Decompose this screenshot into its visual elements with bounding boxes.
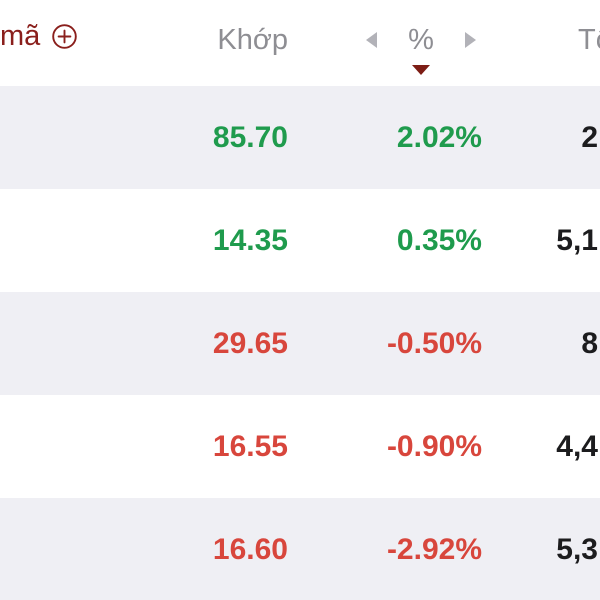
chevron-left-icon[interactable] xyxy=(366,32,377,48)
symbol-column-header-group: mã xyxy=(0,22,78,51)
total-volume: 2 xyxy=(581,122,598,153)
percent-column-header-group: % xyxy=(356,0,486,86)
percent-change: 2.02% xyxy=(396,120,482,154)
percent-change: 0.35% xyxy=(396,223,482,257)
table-row[interactable]: 16.60 -2.92% 5,3 xyxy=(0,498,600,600)
table-row[interactable]: 16.55 -0.90% 4,4 xyxy=(0,395,600,498)
matched-price: 16.60 xyxy=(212,532,288,566)
percent-change: -2.92% xyxy=(386,532,482,566)
percent-change: -0.90% xyxy=(386,429,482,463)
table-body: 85.70 2.02% 2 14.35 0.35% 5,1 29.65 -0.5… xyxy=(0,86,600,600)
symbol-column-header: mã xyxy=(0,20,41,52)
matched-price: 14.35 xyxy=(212,223,288,257)
total-volume: 5,3 xyxy=(556,534,598,565)
matched-price: 16.55 xyxy=(212,429,288,463)
percent-change: -0.50% xyxy=(386,326,482,360)
percent-column-header[interactable]: % xyxy=(408,24,434,56)
table-header: mã Khớp % Tổng xyxy=(0,0,600,86)
chevron-right-icon[interactable] xyxy=(465,32,476,48)
matched-price: 85.70 xyxy=(212,120,288,154)
table-row[interactable]: 85.70 2.02% 2 xyxy=(0,86,600,189)
total-volume: 5,1 xyxy=(556,225,598,256)
add-symbol-button[interactable] xyxy=(51,23,78,50)
sort-desc-icon xyxy=(412,65,430,75)
total-volume: 4,4 xyxy=(556,431,598,462)
plus-circle-icon xyxy=(52,24,78,49)
total-volume-column-header[interactable]: Tổng xyxy=(578,24,600,56)
table-row[interactable]: 29.65 -0.50% 8 xyxy=(0,292,600,395)
matched-price: 29.65 xyxy=(212,326,288,360)
total-volume: 8 xyxy=(581,328,598,359)
table-row[interactable]: 14.35 0.35% 5,1 xyxy=(0,189,600,292)
matched-price-column-header[interactable]: Khớp xyxy=(217,24,288,56)
